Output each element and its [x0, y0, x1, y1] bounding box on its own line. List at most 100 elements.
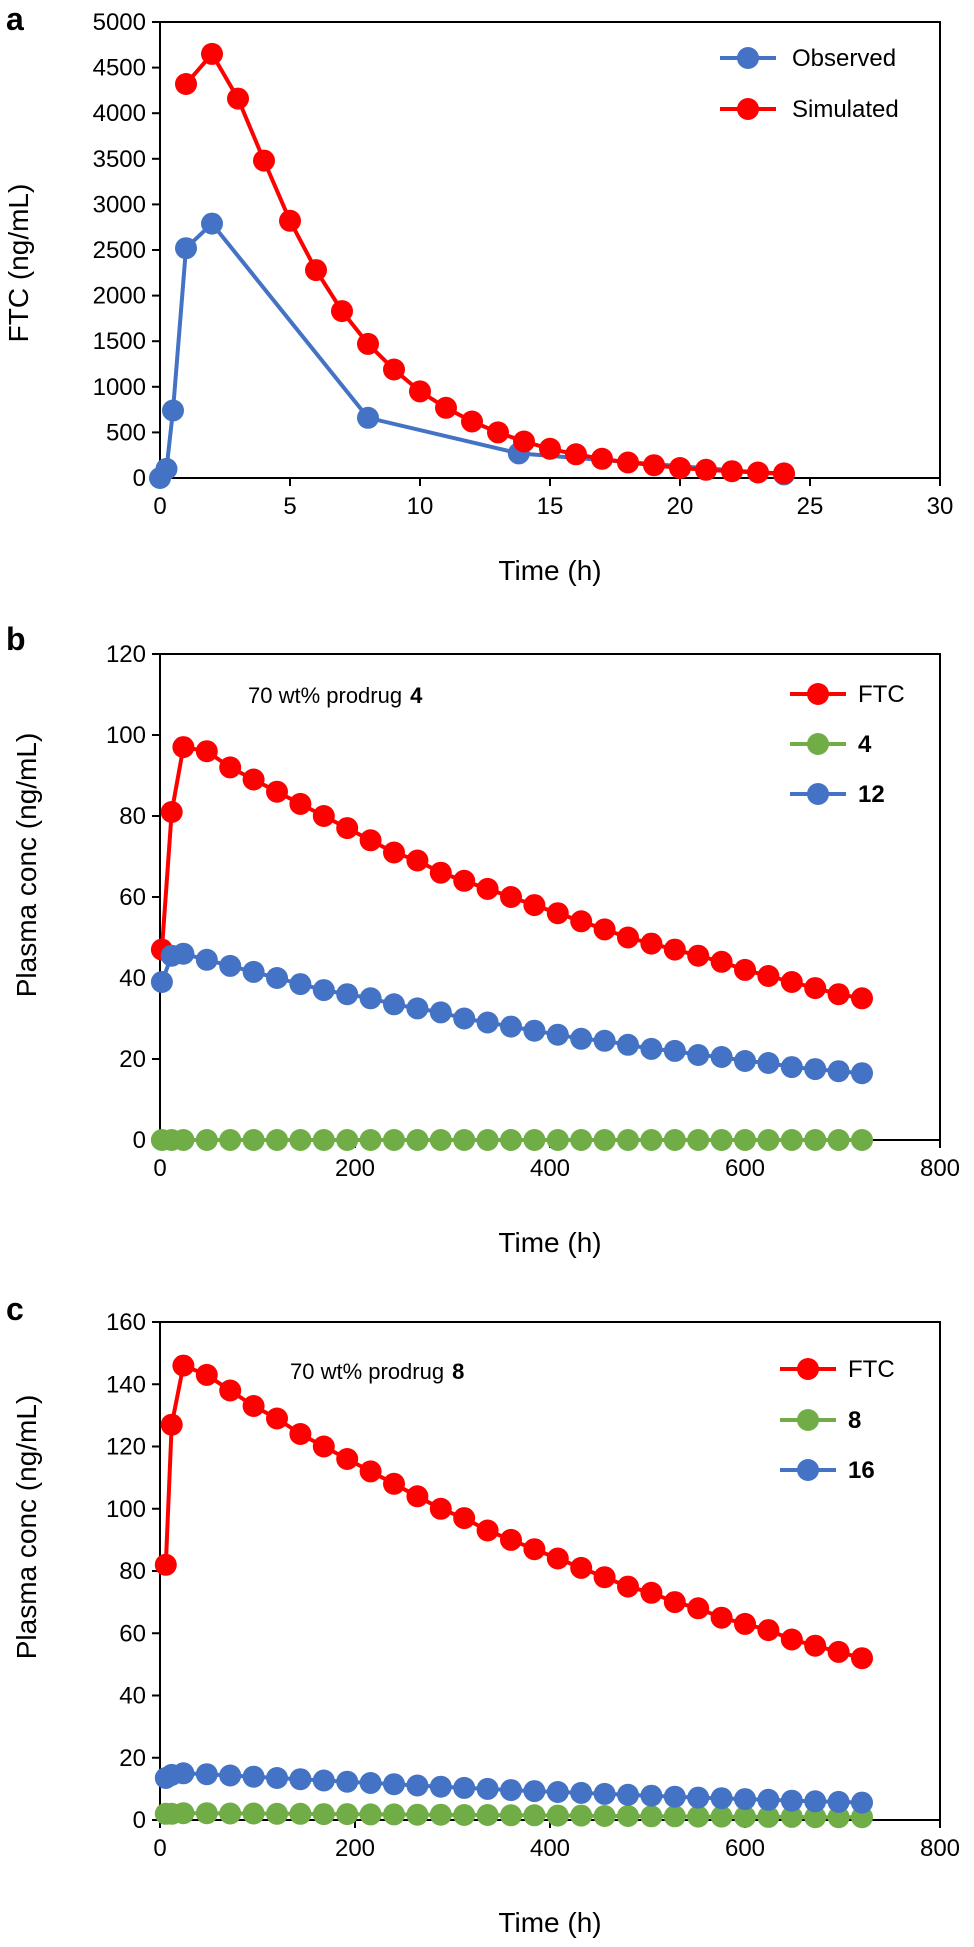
panel-c-series-ftc-point — [851, 1647, 873, 1670]
panel-c-legend-ftc-marker — [797, 1358, 819, 1380]
panel-b-x-tick-label: 600 — [725, 1155, 765, 1182]
panel-a-series-simulated-point — [487, 421, 509, 444]
panel-a-y-tick-label: 5000 — [93, 9, 146, 36]
panel-a-series-simulated-point — [435, 396, 457, 419]
panel-b-series-4-point — [546, 1129, 569, 1151]
panel-c-legend-16-marker — [797, 1459, 819, 1481]
panel-c-series-8-point — [663, 1805, 686, 1828]
panel-c-series-8-point — [827, 1806, 850, 1829]
panel-a-x-tick-label: 15 — [537, 493, 564, 520]
panel-c-series-16-point — [500, 1779, 522, 1802]
panel-b-series-ftc-point — [780, 971, 803, 993]
panel-c-series-16-point — [640, 1784, 663, 1807]
panel-c-series-8-point — [289, 1802, 312, 1825]
panel-b-series-12-point — [687, 1044, 710, 1066]
panel-c-series-ftc-point — [219, 1379, 242, 1402]
panel-a-x-tick-label: 0 — [153, 493, 166, 520]
panel-b-y-tick-label: 100 — [106, 722, 146, 749]
panel-b-series-ftc-point — [523, 894, 546, 917]
panel-a-x-tick-label: 10 — [407, 493, 434, 520]
panel-c-series-ftc-point — [195, 1363, 218, 1386]
panel-b-letter: b — [6, 621, 26, 657]
panel-c-series-8-point — [757, 1805, 780, 1828]
panel-b-series-4-point — [406, 1129, 429, 1151]
panel-c-series-ftc-point — [383, 1472, 405, 1495]
panel-c-series-16-point — [827, 1790, 850, 1813]
panel-c-legend: FTC 8 16 — [780, 1356, 895, 1484]
panel-a-y-tick-label: 2500 — [93, 237, 146, 264]
panel-c-series-8-point — [195, 1802, 218, 1825]
panel-c-series-16-point — [195, 1763, 218, 1786]
panel-c-series-8-point — [804, 1806, 827, 1829]
panel-a-y-tick-label: 4000 — [93, 100, 146, 127]
panel-a-y-tick-label: 3500 — [93, 146, 146, 173]
panel-c-x-tick-label: 800 — [920, 1835, 960, 1862]
panel-b-y-axis-title: Plasma conc (ng/mL) — [11, 733, 42, 998]
panel-c-series-8-point — [266, 1802, 288, 1825]
panel-b-series-ftc-point — [851, 987, 873, 1010]
panel-b-legend-4-label: 4 — [858, 731, 872, 758]
panel-b-x-tick-label: 200 — [335, 1155, 375, 1182]
panel-c-series-ftc-point — [546, 1547, 569, 1570]
panel-c-y-tick-label: 160 — [106, 1309, 146, 1336]
panel-a-series-simulated-point — [305, 259, 327, 282]
panel-b-series-4-point — [687, 1129, 710, 1151]
panel-b-series-12-point — [734, 1050, 756, 1072]
panel-c-series-ftc-point — [804, 1634, 827, 1657]
panel-b-series-12-point — [827, 1060, 850, 1083]
panel-c-series-ftc-point — [827, 1640, 850, 1663]
panel-c-legend-16-label: 16 — [848, 1457, 875, 1484]
panel-a-series-observed-point — [162, 399, 184, 422]
panel-c-series-16-point — [172, 1762, 195, 1785]
panel-c-series-ftc-point — [687, 1597, 710, 1620]
panel-c-series-16-point — [757, 1788, 780, 1811]
panel-c-series-8-point — [523, 1804, 546, 1827]
panel-c-series-ftc-point — [780, 1628, 803, 1651]
panel-c-series-ftc-point — [312, 1435, 335, 1458]
panel-c-series-ftc-point — [453, 1507, 476, 1530]
panel-c-series-16-point — [312, 1769, 335, 1792]
panel-c-y-tick-label: 20 — [119, 1745, 146, 1772]
panel-a-series-simulated-point — [539, 437, 561, 460]
panel-b-series-4-point — [780, 1129, 803, 1151]
panel-b-series-12-point — [523, 1019, 546, 1042]
panel-c-series-ftc-line — [163, 1363, 863, 1661]
panel-b-series-12-point — [757, 1052, 780, 1074]
panel-b-series-ftc-point — [734, 958, 756, 981]
panel-a-series-simulated-point — [565, 443, 587, 466]
panel-a-x-axis-title: Time (h) — [498, 555, 601, 586]
panel-c-y-tick-label: 140 — [106, 1371, 146, 1398]
panel-c-series-8-point — [172, 1802, 195, 1825]
panel-c-x-tick-label: 400 — [530, 1835, 570, 1862]
panel-c-series-ftc-point — [640, 1581, 663, 1604]
panel-b-series-12-point — [593, 1029, 616, 1052]
panel-b-series-4-point — [500, 1129, 522, 1151]
panel-b-series-ftc-point — [242, 768, 265, 791]
panel-a-series-simulated-point — [357, 332, 379, 355]
panel-a-series-simulated-point — [409, 380, 431, 403]
panel-c-series-16-point — [780, 1789, 803, 1812]
panel-a-x-tick-label: 25 — [797, 493, 824, 520]
panel-a-series-simulated-point — [747, 461, 769, 484]
panel-c-series-16-point — [336, 1770, 359, 1793]
panel-b-x-tick-label: 400 — [530, 1155, 570, 1182]
panel-b-series-12-point — [780, 1056, 803, 1079]
panel-b-annotation: 70 wt% prodrug 4 — [248, 683, 423, 708]
panel-b-series-ftc-point — [546, 902, 569, 925]
panel-b-annotation-text: 70 wt% prodrug — [248, 683, 402, 708]
panel-a-series-simulated-point — [227, 87, 249, 110]
panel-b-series-4-point — [336, 1129, 359, 1151]
panel-b-series-12-point — [546, 1023, 569, 1046]
panel-b-series-12-point — [640, 1037, 663, 1060]
panel-b-y-tick-label: 60 — [119, 884, 146, 911]
panel-c-y-tick-label: 120 — [106, 1434, 146, 1461]
panel-b-series-ftc-point — [429, 861, 452, 884]
panel-b-series-12-point — [453, 1007, 476, 1030]
panel-c-series-8-point — [734, 1805, 756, 1828]
panel-c-series-ftc-point — [289, 1423, 312, 1445]
panel-c-series-16-point — [734, 1788, 756, 1811]
panel-c-series-8-point — [500, 1804, 522, 1827]
panel-c-series-ftc-point — [593, 1566, 616, 1589]
panel-c-series-8-point — [336, 1803, 359, 1826]
